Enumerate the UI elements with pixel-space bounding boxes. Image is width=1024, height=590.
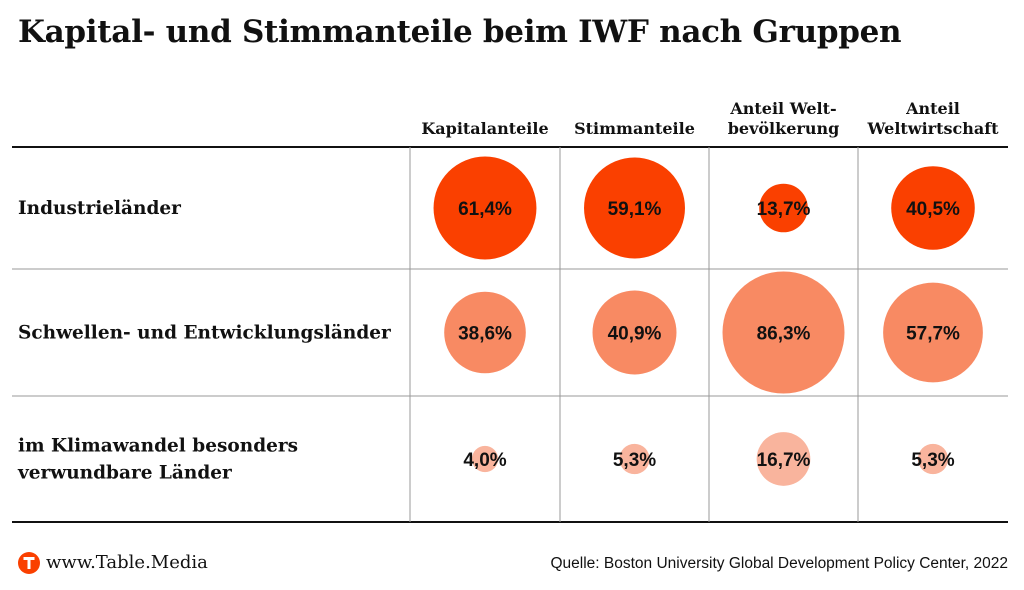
value-label: 5,3% — [911, 450, 954, 471]
value-label: 13,7% — [757, 199, 811, 220]
value-label: 40,5% — [906, 199, 960, 220]
column-header-label: bevölkerung — [728, 119, 840, 138]
table-media-logo-icon — [18, 552, 40, 574]
value-bubble — [891, 166, 975, 250]
value-bubble — [756, 432, 811, 486]
value-bubble — [471, 445, 499, 473]
footer-source: Quelle: Boston University Global Develop… — [550, 555, 1009, 572]
bubble-table-chart: Kapitalanteile Stimmanteile Anteil Welt-be… — [12, 99, 1008, 523]
column-header-label: Anteil Welt- — [729, 99, 836, 118]
column-header-label: Kapitalanteile — [421, 119, 548, 138]
value-bubble — [444, 291, 526, 374]
value-label: 57,7% — [906, 324, 960, 345]
value-bubble — [584, 157, 685, 259]
value-label: 59,1% — [608, 199, 662, 220]
value-label: 38,6% — [458, 324, 512, 345]
value-bubble — [592, 290, 677, 375]
row-label: im Klimawandel besonders — [18, 436, 298, 457]
value-label: 40,9% — [608, 324, 662, 345]
column-header-label: Weltwirtschaft — [866, 119, 999, 138]
column-header-label: Stimmanteile — [574, 119, 695, 138]
row-label: verwundbare Länder — [17, 463, 232, 484]
value-label: 5,3% — [613, 450, 656, 471]
row-label: Schwellen- und Entwicklungsländer — [18, 323, 391, 344]
value-label: 86,3% — [757, 324, 811, 345]
value-label: 61,4% — [458, 199, 512, 220]
value-bubble — [917, 443, 949, 475]
footer-site-link[interactable]: www.Table.Media — [46, 552, 208, 573]
value-bubble — [619, 443, 650, 475]
value-bubble — [883, 282, 983, 383]
value-bubble — [433, 156, 537, 260]
value-bubble — [722, 271, 845, 394]
value-label: 16,7% — [757, 450, 811, 471]
row-label: Industrieländer — [18, 198, 181, 219]
value-label: 4,0% — [463, 450, 506, 471]
column-header-label: Anteil — [905, 99, 960, 118]
chart-title: Kapital- und Stimmanteile beim IWF nach … — [18, 14, 902, 50]
value-bubble — [759, 183, 808, 233]
